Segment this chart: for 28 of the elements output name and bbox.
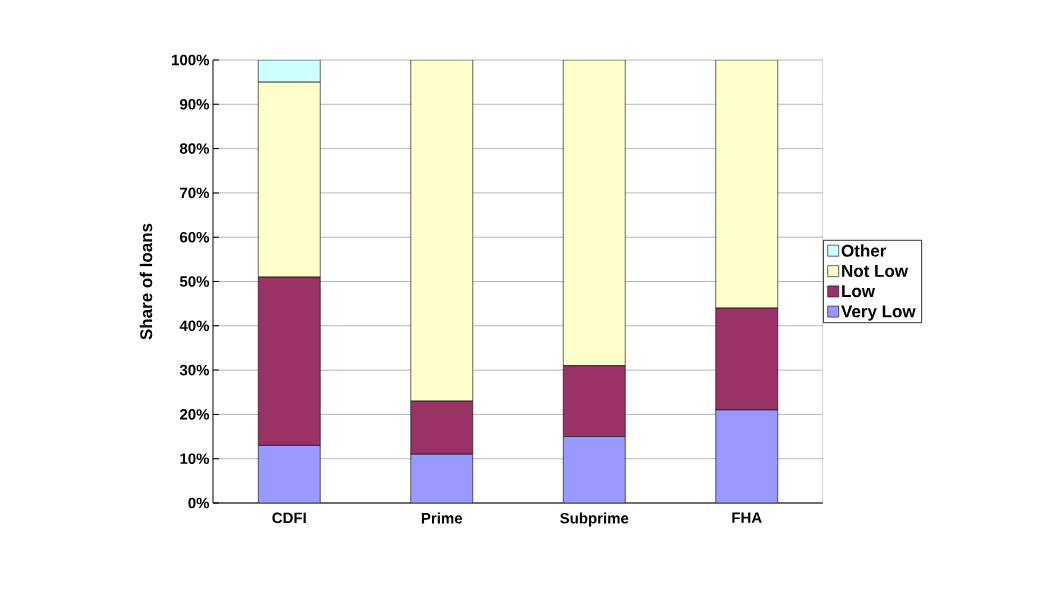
bar xyxy=(257,81,321,278)
x-tick-label: Subprime xyxy=(560,512,629,527)
y-tick-label: 60% xyxy=(180,231,210,243)
legend-label: Not Low xyxy=(842,265,909,277)
bar xyxy=(715,409,779,503)
legend-label: Very Low xyxy=(841,305,916,321)
y-tick-label: 80% xyxy=(179,143,210,154)
bar xyxy=(562,436,626,503)
x-tick-label: FHA xyxy=(732,512,762,523)
bar xyxy=(257,445,321,503)
y-tick-label: 30% xyxy=(179,364,210,376)
x-tick-label: Prime xyxy=(421,512,463,524)
bar xyxy=(410,60,474,402)
y-tick-label: 90% xyxy=(179,98,210,110)
y-tick-label: 20% xyxy=(179,409,210,420)
y-tick-label: 50% xyxy=(179,276,210,287)
y-tick-label: 100% xyxy=(172,54,210,66)
bar xyxy=(715,60,779,309)
y-tick-label: 40% xyxy=(179,320,210,332)
bar xyxy=(410,453,474,503)
legend-label: Other xyxy=(841,244,887,257)
legend-label: Low xyxy=(842,285,876,298)
y-tick-label: 70% xyxy=(180,187,210,199)
x-tick-label: CDFI xyxy=(272,512,306,524)
y-tick-label: 10% xyxy=(180,453,210,464)
y-axis-title: Share of loans xyxy=(139,223,153,340)
bar xyxy=(562,60,626,366)
y-tick-label: 0% xyxy=(188,497,210,509)
